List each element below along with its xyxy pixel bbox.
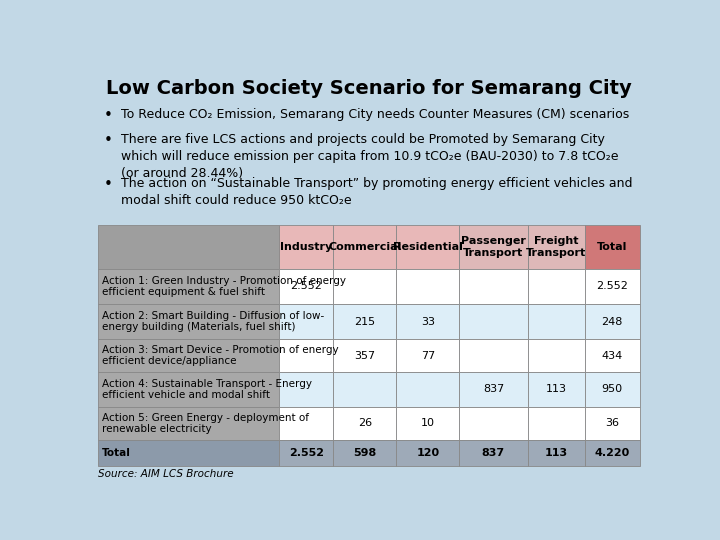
Text: 2.552: 2.552 [289,448,323,458]
Text: Total: Total [597,242,628,252]
Bar [528,225,585,269]
Bar [279,225,333,269]
Bar [585,440,639,466]
Bar [279,372,333,407]
Text: 837: 837 [482,384,504,394]
Text: 357: 357 [354,350,375,361]
Bar [396,407,459,440]
Bar [99,440,279,466]
Text: Action 1: Green Industry - Promotion of energy
efficient equipment & fuel shift: Action 1: Green Industry - Promotion of … [102,275,346,297]
Text: Residential: Residential [393,242,463,252]
Text: Low Carbon Society Scenario for Semarang City: Low Carbon Society Scenario for Semarang… [106,79,632,98]
Text: 4.220: 4.220 [595,448,630,458]
Bar [396,225,459,269]
Text: Source: AIM LCS Brochure: Source: AIM LCS Brochure [99,469,234,478]
Text: Action 4: Sustainable Transport - Energy
efficient vehicle and modal shift: Action 4: Sustainable Transport - Energy… [102,379,312,400]
Bar [459,440,528,466]
Text: 36: 36 [606,418,619,428]
Bar [528,372,585,407]
Text: 837: 837 [482,448,505,458]
Bar [333,304,396,339]
Bar [99,339,279,372]
Bar [333,407,396,440]
Text: •: • [104,133,113,148]
Bar [99,304,279,339]
Bar [585,304,639,339]
Text: Action 2: Smart Building - Diffusion of low-
energy building (Materials, fuel sh: Action 2: Smart Building - Diffusion of … [102,311,325,333]
Bar [585,225,639,269]
Bar [333,372,396,407]
Bar [333,269,396,304]
Text: 77: 77 [420,350,435,361]
Bar [279,339,333,372]
Text: 10: 10 [420,418,435,428]
Bar [279,407,333,440]
Bar [396,372,459,407]
Text: Commercial: Commercial [328,242,402,252]
Bar [99,372,279,407]
Bar [459,225,528,269]
Bar [279,269,333,304]
Text: Total: Total [102,448,131,458]
Bar [585,372,639,407]
Bar [528,440,585,466]
Bar [333,440,396,466]
Text: Freight
Transport: Freight Transport [526,236,586,258]
Bar [459,407,528,440]
Bar [99,269,279,304]
Text: 2.552: 2.552 [290,281,322,292]
Bar [333,225,396,269]
Bar [585,407,639,440]
Bar [585,269,639,304]
Bar [396,304,459,339]
Bar [99,407,279,440]
Bar [585,339,639,372]
Text: 950: 950 [602,384,623,394]
Bar [396,339,459,372]
Text: Action 5: Green Energy - deployment of
renewable electricity: Action 5: Green Energy - deployment of r… [102,413,310,434]
Text: •: • [104,109,113,124]
Bar [459,269,528,304]
Text: 113: 113 [545,448,568,458]
Bar [528,339,585,372]
Bar [459,339,528,372]
Text: 215: 215 [354,316,375,327]
Bar [459,304,528,339]
Bar [459,372,528,407]
Text: The action on “Sustainable Transport” by promoting energy efficient vehicles and: The action on “Sustainable Transport” by… [121,177,632,207]
Bar [528,304,585,339]
Text: 120: 120 [416,448,439,458]
Bar [279,304,333,339]
Bar [528,269,585,304]
Text: Passenger
Transport: Passenger Transport [461,236,526,258]
Text: 434: 434 [602,350,623,361]
Text: 33: 33 [420,316,435,327]
Text: 113: 113 [546,384,567,394]
Text: 2.552: 2.552 [596,281,629,292]
Text: Action 3: Smart Device - Promotion of energy
efficient device/appliance: Action 3: Smart Device - Promotion of en… [102,345,339,366]
Text: There are five LCS actions and projects could be Promoted by Semarang City
which: There are five LCS actions and projects … [121,133,618,180]
Text: Industry: Industry [280,242,332,252]
Bar [99,225,279,269]
Text: 26: 26 [358,418,372,428]
Text: To Reduce CO₂ Emission, Semarang City needs Counter Measures (CM) scenarios: To Reduce CO₂ Emission, Semarang City ne… [121,109,629,122]
Text: 598: 598 [354,448,377,458]
Bar [333,339,396,372]
Bar [396,440,459,466]
Bar [528,407,585,440]
Bar [396,269,459,304]
Bar [279,440,333,466]
Text: 248: 248 [602,316,623,327]
Text: •: • [104,177,113,192]
